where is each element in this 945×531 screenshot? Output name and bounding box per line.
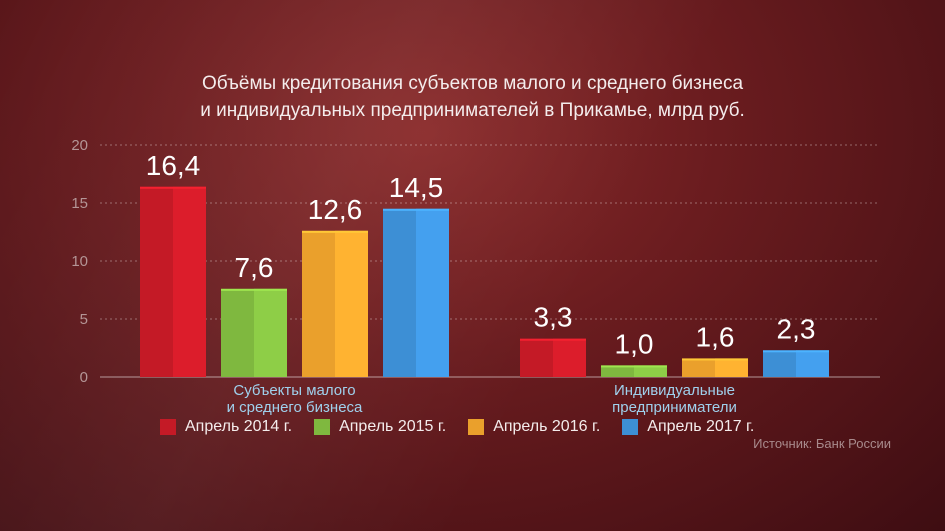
bar-highlight [335, 230, 368, 377]
data-label: 7,6 [235, 252, 274, 283]
category-label: предприниматели [612, 399, 737, 416]
bar-top-edge [682, 358, 748, 361]
bar-highlight [173, 186, 206, 377]
y-tick-label: 15 [71, 195, 88, 212]
data-label: 2,3 [777, 313, 816, 344]
category-label: Индивидуальные [614, 382, 735, 399]
bar-highlight [796, 350, 829, 377]
data-label: 12,6 [308, 194, 363, 225]
data-label: 1,6 [696, 321, 735, 352]
chart-title-line-1: Объёмы кредитования субъектов малого и с… [201, 73, 744, 94]
data-label: 1,0 [615, 328, 654, 359]
legend-swatch-2014 [160, 419, 176, 435]
bar-top-edge [221, 288, 287, 291]
bar-top-edge [140, 186, 206, 189]
legend-label-2015: Апрель 2015 г. [339, 418, 447, 435]
source-note: Источник: Банк России [753, 436, 891, 451]
y-tick-label: 20 [71, 137, 88, 154]
bar-top-edge [763, 350, 829, 353]
bar-top-edge [383, 208, 449, 211]
legend-item-2014: Апрель 2014 г. [160, 418, 292, 436]
category-label: и среднего бизнеса [227, 399, 363, 416]
legend-label-2014: Апрель 2014 г. [185, 418, 293, 435]
bar-top-edge [520, 338, 586, 341]
chart-title-line-2: и индивидуальных предпринимателей в Прик… [200, 100, 745, 121]
bar-highlight [254, 288, 287, 377]
legend-item-2015: Апрель 2015 г. [314, 418, 446, 436]
legend-item-2017: Апрель 2017 г. [622, 418, 754, 436]
legend-swatch-2015 [314, 419, 331, 435]
data-label: 3,3 [534, 302, 573, 333]
legend-swatch-2016 [468, 419, 485, 435]
bar-highlight [715, 358, 748, 377]
y-tick-label: 10 [71, 253, 88, 270]
y-tick-label: 0 [80, 369, 88, 386]
bar-highlight [634, 365, 667, 377]
y-tick-label: 5 [80, 311, 88, 328]
legend-item-2016: Апрель 2016 г. [468, 418, 600, 436]
chart-title: Объёмы кредитования субъектов малого и с… [150, 70, 795, 124]
legend-label-2017: Апрель 2017 г. [647, 418, 755, 435]
data-label: 16,4 [146, 150, 201, 181]
bar-highlight [416, 208, 449, 377]
bar-top-edge [302, 230, 368, 233]
bar-top-edge [601, 365, 667, 368]
legend: Апрель 2014 г. Апрель 2015 г. Апрель 201… [160, 416, 776, 438]
category-label: Субъекты малого [233, 382, 355, 399]
legend-label-2016: Апрель 2016 г. [493, 418, 601, 435]
legend-swatch-2017 [622, 419, 639, 435]
data-label: 14,5 [389, 172, 444, 203]
bar-highlight [553, 338, 586, 377]
